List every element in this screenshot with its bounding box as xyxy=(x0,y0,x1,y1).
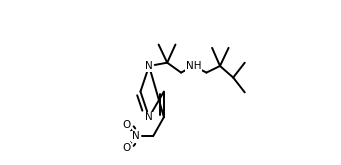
Text: O: O xyxy=(123,120,131,130)
Text: N: N xyxy=(145,112,153,122)
Text: NH: NH xyxy=(186,61,201,71)
Text: O: O xyxy=(123,143,131,153)
Text: N: N xyxy=(132,131,140,141)
Text: N: N xyxy=(145,61,153,71)
